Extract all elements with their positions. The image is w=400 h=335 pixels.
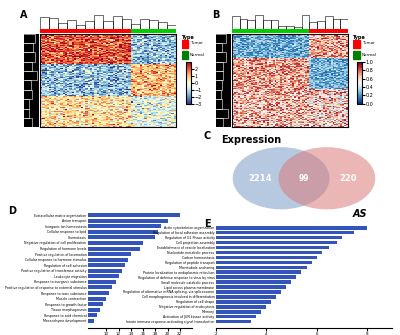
Text: 220: 220 <box>339 174 357 183</box>
Bar <box>166 261 312 264</box>
Bar <box>166 251 322 254</box>
Bar <box>45 319 94 323</box>
Bar <box>45 219 168 223</box>
Text: Type: Type <box>353 36 366 41</box>
Bar <box>166 285 286 289</box>
Bar <box>166 290 281 294</box>
Text: Normal: Normal <box>362 53 377 57</box>
Bar <box>45 291 110 295</box>
Bar <box>166 280 292 284</box>
Bar <box>45 263 125 267</box>
Bar <box>45 224 162 228</box>
Text: B: B <box>212 10 219 20</box>
Bar <box>45 302 103 306</box>
Bar <box>166 266 306 269</box>
Text: 99: 99 <box>299 174 309 183</box>
Text: AS: AS <box>353 209 368 219</box>
Bar <box>182 40 188 48</box>
Bar <box>45 230 158 234</box>
Text: A: A <box>20 10 28 20</box>
Bar <box>166 315 256 319</box>
Text: 2214: 2214 <box>248 174 272 183</box>
Text: Expression: Expression <box>221 135 281 145</box>
Bar <box>182 51 188 59</box>
Text: Tumor: Tumor <box>362 41 375 45</box>
Bar <box>353 40 360 48</box>
Bar <box>45 285 112 289</box>
Bar <box>45 247 140 251</box>
Text: C: C <box>204 131 211 141</box>
Bar <box>166 295 276 299</box>
Bar <box>166 310 261 314</box>
Text: E: E <box>204 219 211 229</box>
Bar <box>166 305 266 309</box>
Text: Type: Type <box>182 36 195 41</box>
Text: Normal: Normal <box>190 53 204 57</box>
Text: D: D <box>8 206 16 216</box>
Text: Tumor: Tumor <box>190 41 202 45</box>
Bar <box>45 274 118 278</box>
Bar <box>45 252 131 256</box>
Bar <box>45 308 100 312</box>
Bar <box>45 269 122 273</box>
Bar <box>166 320 251 323</box>
Bar <box>45 213 180 217</box>
Ellipse shape <box>278 147 375 209</box>
Bar <box>166 300 271 304</box>
Bar <box>45 296 106 300</box>
Bar <box>166 246 329 249</box>
Bar <box>45 313 97 317</box>
Ellipse shape <box>233 147 330 209</box>
Bar <box>45 236 155 240</box>
Bar <box>166 270 302 274</box>
Bar <box>166 241 337 244</box>
Bar <box>166 231 354 234</box>
Bar <box>45 280 116 284</box>
Bar <box>45 258 128 262</box>
Bar <box>45 241 143 245</box>
Bar <box>166 256 316 259</box>
Bar <box>166 226 367 229</box>
Bar <box>353 51 360 59</box>
Bar <box>166 275 296 279</box>
Bar <box>166 236 342 240</box>
